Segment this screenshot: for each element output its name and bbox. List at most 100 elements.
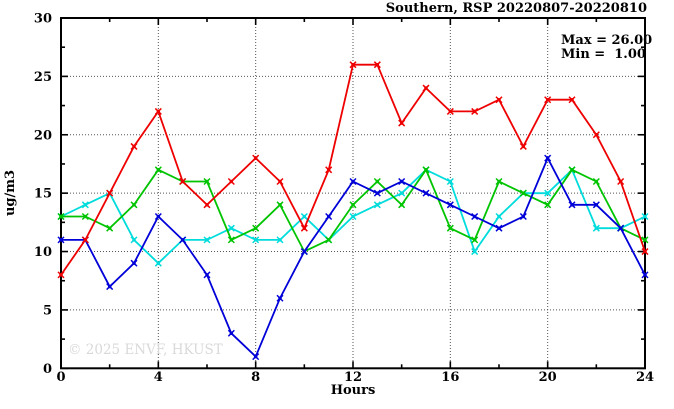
series-blue-line [61,155,646,359]
series-blue-marker-center [156,214,161,219]
series-cyan-marker-center [229,226,234,230]
series-blue-marker-center [545,156,550,160]
series-cyan-marker-center [399,191,404,195]
series-cyan-marker-center [375,203,380,207]
x-tick-label: 12 [344,370,362,385]
series-blue-marker-center [180,238,185,242]
series-red-marker-center [570,98,574,102]
series-green-marker-center [83,214,88,219]
watermark: © 2025 ENVF, HKUST [68,342,223,358]
y-tick-label: 10 [34,245,52,260]
series-green-marker-center [521,191,526,195]
series-blue-marker-center [521,214,526,219]
series-blue-marker-center [302,249,307,254]
series-red-marker-center [594,133,599,137]
series-blue-marker-center [594,203,599,207]
y-tick-label: 5 [43,303,52,318]
series-green-marker-center [472,238,477,242]
y-tick-label: 15 [34,187,52,202]
series-blue-marker-center [424,191,428,195]
series-green-marker-center [424,168,428,172]
series-cyan-marker-center [448,179,453,184]
x-tick-label: 0 [56,370,65,385]
x-tick-label: 8 [251,370,260,385]
series-green-marker-center [497,179,501,184]
plot-border [60,17,646,370]
series-cyan-marker-center [253,238,258,242]
series-blue-marker-center [351,179,355,184]
series-green-marker-center [107,226,112,230]
series-green-marker-center [570,168,574,172]
x-tick-label: 16 [441,370,459,385]
series-red-marker-center [618,179,623,184]
series-blue-marker-center [497,226,501,230]
x-tick-label: 20 [539,370,557,385]
series-red-marker-center [253,156,258,160]
y-tick-label: 30 [34,12,52,27]
series-cyan-marker-center [278,238,282,242]
series-blue-marker-center [278,296,282,300]
series-red-marker-center [326,168,331,172]
y-tick-label: 20 [34,128,52,143]
series-blue-marker-center [132,261,136,265]
series-red-marker-center [351,63,355,67]
series-green-marker-center [253,226,258,230]
series-red-marker-center [448,109,453,114]
series-green-marker-center [205,179,209,184]
series-blue-marker-center [205,273,209,277]
series-blue-marker-center [375,191,380,195]
y-tick-label: 25 [34,70,52,85]
y-tick-label: 0 [43,362,52,377]
chart-title: Southern, RSP 20220807-20220810 [386,1,647,16]
series-green-marker-center [229,238,234,242]
series-blue-marker-center [107,284,112,289]
series-blue-marker-center [570,203,574,207]
series-green-marker-center [278,203,282,207]
series-red-marker-center [205,203,209,207]
series-blue-marker-center [253,354,258,359]
series-red-marker-center [229,179,234,184]
series-cyan-marker-center [351,214,355,219]
series-red-marker-center [83,238,88,242]
series-red-marker-center [180,179,185,184]
series-blue-marker-center [448,203,453,207]
series-blue-marker-center [326,214,331,219]
series-green-marker-center [643,238,647,242]
series-cyan-marker-center [472,249,477,254]
series-cyan-marker-center [83,203,88,207]
x-axis-label: Hours [331,383,376,398]
series-blue-marker-center [229,331,234,335]
series-cyan-marker-center [302,214,307,219]
series-green-marker-center [448,226,453,230]
series-red-marker-center [643,249,647,254]
series-cyan-marker-center [594,226,599,230]
series-red-marker-center [375,63,380,67]
annotation-max: Max = 26.00 [561,33,652,48]
x-tick-label: 4 [154,370,163,385]
series-blue-marker-center [618,226,623,230]
series-blue-marker-center [472,214,477,219]
series-cyan-marker-center [156,261,161,265]
series-red-marker-center [521,144,526,149]
series-red-marker-center [156,109,161,114]
series-green-marker-center [545,203,550,207]
series-green-marker-center [156,168,161,172]
series-cyan-marker-center [205,238,209,242]
series-blue-marker-center [399,179,404,184]
series-cyan-marker-center [545,191,550,195]
series-red-marker-center [472,109,477,114]
series-red-marker-center [399,121,404,125]
series-red-marker-center [302,226,307,230]
series-green-marker-center [59,214,63,219]
series-red-marker-center [545,98,550,102]
series-green-marker-center [351,203,355,207]
series-green-marker-center [375,179,380,184]
series-red-marker-center [59,273,63,277]
annotation-min: Min = 1.00 [561,47,646,62]
series-red-marker-center [107,191,112,195]
x-tick-label: 24 [636,370,654,385]
series-red-marker-center [132,144,136,149]
series-cyan-marker-center [497,214,501,219]
